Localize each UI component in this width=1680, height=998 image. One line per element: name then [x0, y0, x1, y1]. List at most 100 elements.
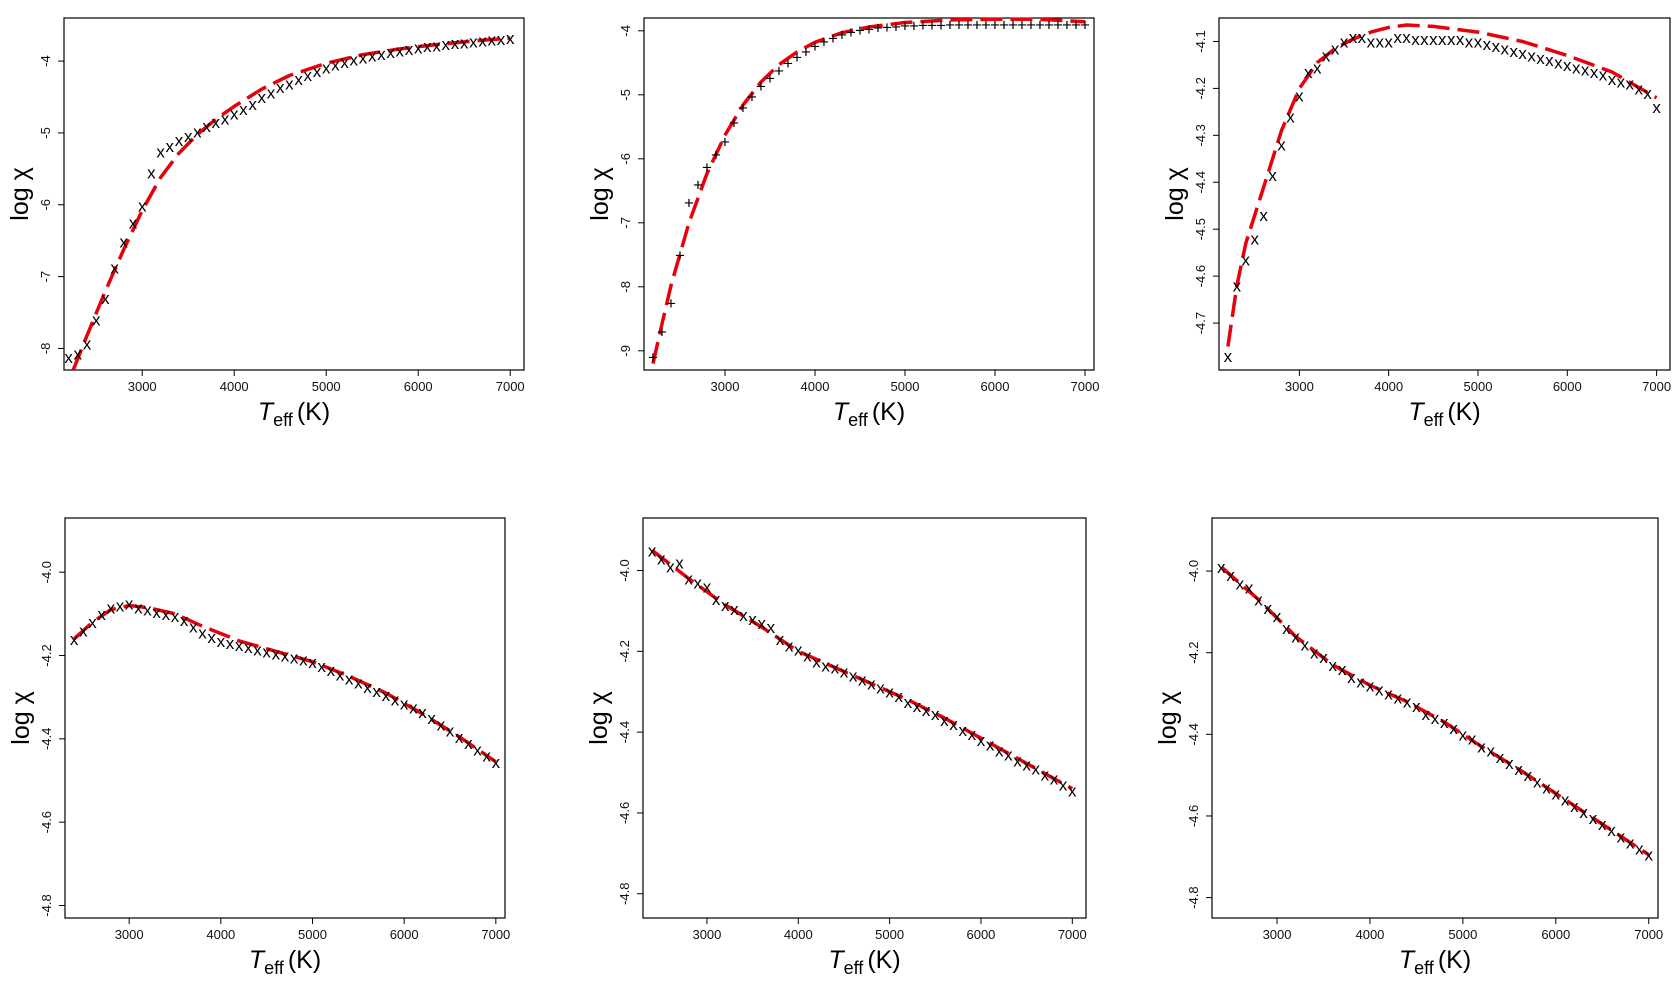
data-point: x — [230, 105, 239, 124]
data-point: x — [446, 722, 455, 741]
plot-frame — [63, 17, 525, 371]
data-point: x — [427, 709, 436, 728]
data-point: x — [1347, 668, 1356, 687]
x-tick-label: 7000 — [1634, 927, 1663, 942]
data-point: x — [290, 649, 299, 668]
chart-panel-5: 3000 4000 5000 6000 7000 -4.8 -4.6 -4.4 -4.2 -4.0… — [585, 517, 1087, 978]
data-point: x — [876, 679, 885, 698]
y-tick-label: -6 — [38, 199, 53, 211]
data-point: x — [858, 671, 867, 690]
y-tick-label: -4.6 — [39, 811, 54, 833]
data-point: x — [1589, 809, 1598, 828]
data-point: x — [189, 617, 198, 636]
data-point: x — [1570, 797, 1579, 816]
data-point: x — [101, 289, 110, 308]
data-point: x — [757, 614, 766, 633]
data-point: x — [1242, 251, 1251, 270]
x-axis-label: Teff (K) — [258, 398, 330, 430]
data-point: x — [432, 36, 441, 55]
data-point: x — [386, 43, 395, 62]
data-point: x — [116, 597, 125, 616]
data-point: + — [864, 20, 874, 39]
data-point: x — [478, 31, 487, 50]
data-point: x — [405, 40, 414, 59]
x-axis-label-unit: (K) — [1438, 946, 1471, 974]
data-point: x — [803, 646, 812, 665]
data-point: x — [730, 600, 739, 619]
data-point: x — [418, 703, 427, 722]
data-point: x — [180, 611, 189, 630]
x-tick-label: 7000 — [496, 379, 525, 394]
data-point: x — [1236, 574, 1245, 593]
y-tick-label: -4.3 — [1193, 124, 1208, 146]
data-point: x — [152, 603, 161, 622]
data-point: x — [217, 632, 226, 651]
data-point: x — [1217, 558, 1226, 577]
data-point: x — [1459, 725, 1468, 744]
fit-curve — [71, 36, 511, 370]
y-tick-label: -4.1 — [1193, 30, 1208, 52]
data-point: x — [1496, 748, 1505, 767]
data-point: x — [657, 549, 666, 568]
data-point: x — [400, 694, 409, 713]
data-point: x — [1322, 47, 1331, 66]
data-point: x — [162, 605, 171, 624]
data-point: x — [184, 127, 193, 146]
x-tick-label: 3000 — [711, 379, 740, 394]
x-tick-label: 5000 — [312, 379, 341, 394]
data-point: x — [1563, 56, 1572, 75]
y-tick-label: -4 — [618, 25, 633, 37]
data-point: x — [308, 653, 317, 672]
data-point: x — [666, 557, 675, 576]
data-point: + — [882, 18, 892, 37]
data-point: + — [801, 42, 811, 61]
x-tick-label: 6000 — [1541, 927, 1570, 942]
data-point: x — [1552, 785, 1561, 804]
x-axis-label: Teff (K) — [1399, 946, 1471, 978]
y-tick-label: -4.8 — [39, 894, 54, 916]
data-point: x — [986, 735, 995, 754]
data-point: x — [327, 661, 336, 680]
data-point: + — [855, 21, 865, 40]
data-point: x — [1447, 30, 1456, 49]
data-point: x — [739, 606, 748, 625]
plot-frame — [1218, 17, 1671, 371]
x-tick-label: 4000 — [220, 379, 249, 394]
data-point: x — [1349, 28, 1358, 47]
data-point: x — [253, 640, 262, 659]
data-point: x — [482, 747, 491, 766]
data-point: x — [469, 33, 478, 52]
data-point: x — [92, 311, 101, 330]
data-point: x — [977, 731, 986, 750]
data-point: + — [1080, 15, 1090, 34]
data-point: x — [1438, 30, 1447, 49]
x-axis-label-symbol: T — [1399, 946, 1416, 974]
data-point: x — [721, 596, 730, 615]
data-point: x — [1561, 791, 1570, 810]
x-axis-label-unit: (K) — [297, 398, 330, 426]
data-point: x — [1608, 70, 1617, 89]
data-point: x — [497, 30, 506, 49]
data-point: x — [1059, 776, 1068, 795]
y-axis-label: log χ — [1161, 167, 1189, 220]
data-point: x — [1579, 803, 1588, 822]
data-point: x — [267, 84, 276, 103]
x-tick-label: 3000 — [1263, 927, 1292, 942]
x-tick-label: 5000 — [891, 379, 920, 394]
data-point: x — [995, 741, 1004, 760]
data-point: + — [747, 88, 757, 107]
data-point: x — [1319, 648, 1328, 667]
y-axis-label: log χ — [586, 167, 614, 220]
data-point: x — [455, 728, 464, 747]
data-point: + — [972, 15, 982, 34]
data-point: x — [1429, 30, 1438, 49]
data-point: x — [885, 683, 894, 702]
data-point: x — [212, 113, 221, 132]
x-tick-label: 4000 — [1374, 379, 1403, 394]
data-point: x — [1514, 760, 1523, 779]
data-point: + — [1053, 15, 1063, 34]
x-tick-label: 3000 — [1285, 379, 1314, 394]
data-point: x — [748, 610, 757, 629]
data-point: x — [1412, 697, 1421, 716]
data-point: x — [88, 613, 97, 632]
